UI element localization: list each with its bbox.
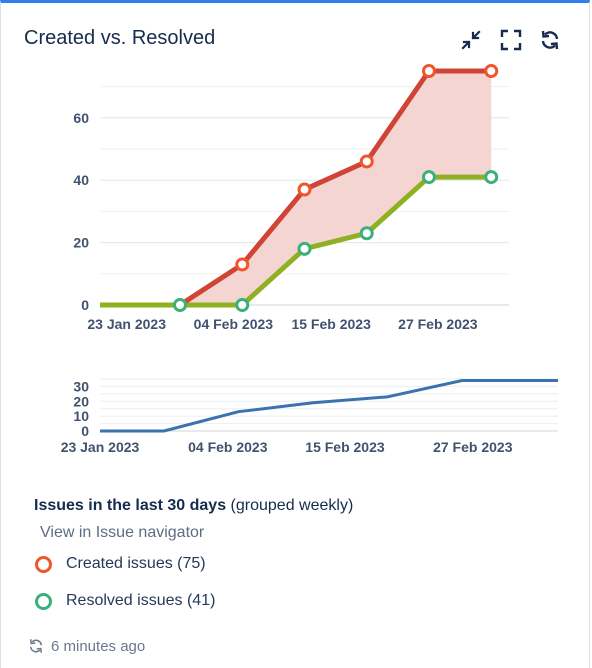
overview-series-line [100,378,558,433]
fullscreen-icon[interactable] [497,26,525,54]
y-tick-label: 20 [73,235,89,251]
x-tick-label: 04 Feb 2023 [194,316,274,332]
legend-item-resolved[interactable]: Resolved issues (41) [35,592,215,610]
x-tick-label: 27 Feb 2023 [398,316,478,332]
view-in-issue-navigator-link[interactable]: View in Issue navigator [40,524,205,541]
y-tick-label: 40 [73,172,89,188]
minimize-icon[interactable] [457,26,485,54]
legend-item-created-label: Created issues (75) [66,555,206,572]
legend-heading-title: Issues in the last 30 days [34,497,227,514]
y-tick-label: 0 [81,297,89,313]
resolved-point [359,226,374,241]
resolved-marker-icon [35,592,52,610]
y-tick-label: 60 [73,110,89,126]
resolved-point [484,170,499,185]
x-tick-label: 23 Jan 2023 [87,316,166,332]
created-point [484,64,499,78]
resolved-point [173,298,188,312]
resolved-point [421,170,436,185]
created-vs-resolved-chart[interactable]: 0 20 40 60 23 Jan 2023 04 Feb 2023 15 Feb 2023… [1,57,591,347]
created-marker-icon [35,555,52,573]
legend-item-created[interactable]: Created issues (75) [35,555,206,573]
x-tick-label: 04 Feb 2023 [188,439,268,455]
last-updated: 6 minutes ago [27,637,145,655]
x-tick-label: 23 Jan 2023 [61,439,140,455]
gap-area [180,71,492,305]
refresh-icon[interactable] [536,26,564,54]
gadget-title: Created vs. Resolved [24,27,216,49]
resolved-point [235,298,250,312]
x-tick-label: 15 Feb 2023 [291,316,371,332]
last-updated-text: 6 minutes ago [51,637,146,655]
created-point [235,257,250,272]
created-point [421,64,436,78]
legend-heading-grouping: (grouped weekly) [230,497,354,514]
x-tick-label: 15 Feb 2023 [305,439,385,455]
created-point [359,154,374,169]
legend-item-resolved-label: Resolved issues (41) [66,592,216,609]
y-tick-label: 30 [73,378,89,394]
y-tick-label: 20 [73,393,89,409]
created-point [297,182,312,197]
refresh-small-icon [30,639,42,653]
created-series-line [178,68,492,308]
x-tick-label: 27 Feb 2023 [433,439,513,455]
resolved-point [297,241,312,256]
y-tick-label: 0 [81,423,89,439]
y-tick-label: 10 [73,408,89,424]
legend-heading: Issues in the last 30 days (grouped week… [34,497,353,515]
